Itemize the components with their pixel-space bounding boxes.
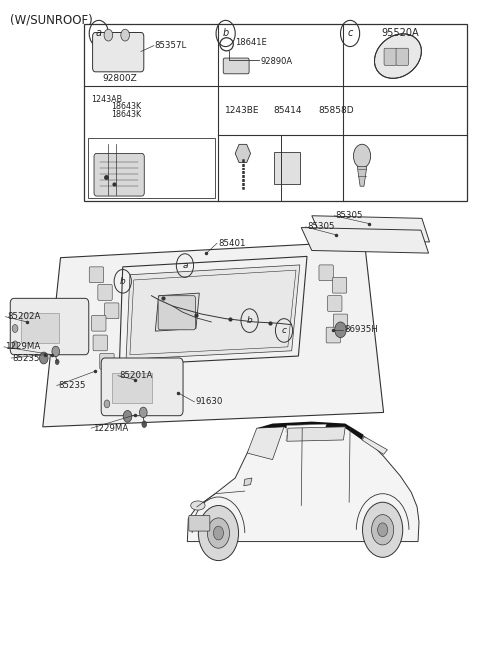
FancyBboxPatch shape: [94, 154, 144, 196]
FancyBboxPatch shape: [112, 373, 153, 403]
Polygon shape: [286, 424, 326, 432]
FancyBboxPatch shape: [189, 515, 210, 531]
Text: c: c: [282, 326, 287, 335]
Text: 1243BE: 1243BE: [225, 106, 260, 116]
Polygon shape: [287, 427, 345, 442]
Circle shape: [378, 523, 388, 537]
Text: 1229MA: 1229MA: [5, 342, 41, 351]
Circle shape: [121, 29, 130, 41]
Text: a: a: [182, 261, 188, 270]
Circle shape: [104, 400, 110, 408]
Text: (W/SUNROOF): (W/SUNROOF): [10, 14, 93, 27]
Text: 18641E: 18641E: [235, 39, 267, 47]
Polygon shape: [357, 167, 367, 186]
Polygon shape: [257, 422, 363, 440]
FancyBboxPatch shape: [89, 267, 104, 283]
Text: b: b: [223, 28, 229, 39]
Circle shape: [207, 518, 229, 548]
FancyBboxPatch shape: [326, 327, 340, 343]
FancyBboxPatch shape: [93, 32, 144, 72]
Text: b: b: [247, 316, 252, 325]
FancyBboxPatch shape: [333, 314, 348, 330]
Text: 85201A: 85201A: [120, 371, 153, 380]
Polygon shape: [247, 427, 284, 460]
Circle shape: [140, 407, 147, 418]
Text: c: c: [348, 28, 353, 39]
Circle shape: [353, 145, 371, 168]
Circle shape: [372, 514, 394, 545]
Circle shape: [198, 505, 239, 560]
Polygon shape: [312, 215, 430, 242]
Polygon shape: [301, 227, 429, 253]
FancyBboxPatch shape: [319, 265, 333, 281]
Polygon shape: [43, 241, 384, 427]
FancyBboxPatch shape: [100, 353, 114, 369]
Text: a: a: [96, 28, 102, 39]
Circle shape: [362, 502, 403, 557]
Circle shape: [123, 411, 132, 422]
Circle shape: [39, 352, 48, 364]
Polygon shape: [244, 478, 252, 486]
Text: 85305: 85305: [336, 212, 363, 220]
Text: 92800Z: 92800Z: [102, 74, 137, 83]
FancyBboxPatch shape: [274, 152, 300, 183]
Circle shape: [55, 359, 59, 365]
FancyBboxPatch shape: [396, 48, 408, 65]
Text: 92890A: 92890A: [261, 57, 293, 66]
FancyBboxPatch shape: [21, 313, 59, 343]
FancyBboxPatch shape: [98, 284, 112, 300]
Text: 85305: 85305: [307, 222, 335, 231]
FancyBboxPatch shape: [88, 138, 215, 198]
FancyBboxPatch shape: [105, 303, 119, 319]
Text: 95520A: 95520A: [382, 28, 419, 39]
FancyBboxPatch shape: [223, 58, 249, 74]
Text: 85401: 85401: [218, 238, 246, 248]
FancyBboxPatch shape: [384, 48, 396, 65]
Text: 85235: 85235: [58, 381, 85, 390]
Text: 85858D: 85858D: [318, 106, 354, 116]
Text: 85414: 85414: [274, 106, 302, 116]
FancyBboxPatch shape: [10, 298, 89, 355]
Polygon shape: [286, 434, 317, 441]
FancyBboxPatch shape: [93, 335, 108, 351]
Circle shape: [142, 421, 147, 428]
Text: 86935H: 86935H: [344, 325, 378, 334]
FancyBboxPatch shape: [332, 277, 347, 293]
Ellipse shape: [374, 34, 421, 78]
Text: 85202A: 85202A: [7, 312, 40, 321]
Text: b: b: [120, 277, 126, 286]
Text: 18643K: 18643K: [111, 110, 141, 119]
Text: 85235: 85235: [12, 353, 40, 363]
Circle shape: [104, 29, 113, 41]
Circle shape: [214, 526, 224, 540]
FancyBboxPatch shape: [92, 315, 106, 331]
FancyBboxPatch shape: [327, 296, 342, 311]
Circle shape: [12, 325, 18, 332]
FancyBboxPatch shape: [101, 358, 183, 416]
Text: 18643K: 18643K: [111, 102, 141, 111]
FancyBboxPatch shape: [158, 296, 195, 330]
Text: 85357L: 85357L: [155, 41, 187, 50]
FancyBboxPatch shape: [84, 24, 468, 200]
Circle shape: [12, 341, 18, 349]
Text: 1243AB: 1243AB: [91, 95, 122, 104]
Text: 91630: 91630: [196, 397, 223, 407]
Polygon shape: [156, 293, 199, 331]
Text: 1229MA: 1229MA: [93, 424, 128, 433]
Ellipse shape: [191, 501, 205, 510]
Polygon shape: [187, 424, 419, 541]
Polygon shape: [362, 437, 387, 455]
Circle shape: [52, 346, 60, 357]
Polygon shape: [126, 265, 300, 359]
Circle shape: [335, 322, 346, 338]
